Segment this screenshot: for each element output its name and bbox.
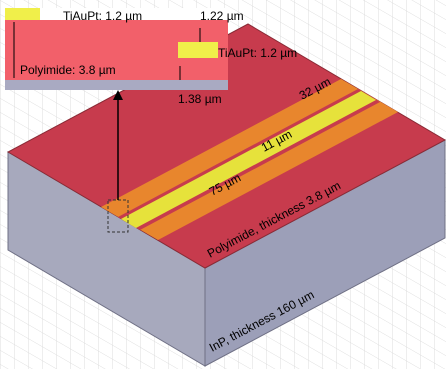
label: Polyimide: 3.8 µm: [20, 63, 116, 77]
label: TiAuPt: 1.2 µm: [218, 46, 297, 60]
inset-ground-metal: [5, 8, 40, 20]
inset-substrate: [5, 80, 228, 90]
inset-signal-metal: [178, 42, 218, 58]
label: TiAuPt: 1.2 µm: [63, 9, 142, 23]
dimension: 1.22 µm: [200, 9, 244, 23]
dimension: 1.38 µm: [178, 92, 222, 106]
diagram: TiAuPt: 1.2 µm 1.22 µm TiAuPt: 1.2 µm Po…: [0, 0, 446, 369]
